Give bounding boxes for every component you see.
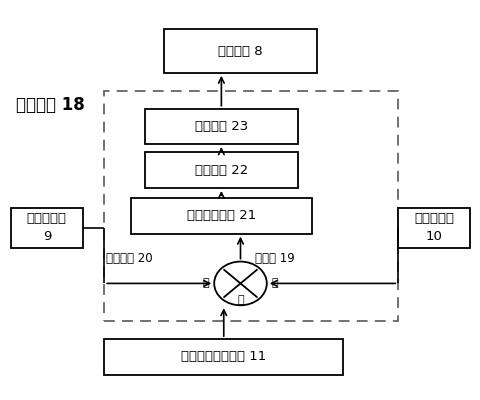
Text: 光电接收机
9: 光电接收机 9 <box>27 212 67 243</box>
Text: 比例放大电路 21: 比例放大电路 21 <box>186 209 255 222</box>
Text: 差分模块 18: 差分模块 18 <box>16 96 84 114</box>
Text: ＋: ＋ <box>237 295 243 305</box>
Bar <box>144 152 297 188</box>
Circle shape <box>214 262 266 305</box>
Bar <box>144 109 297 144</box>
Text: －: － <box>203 278 209 288</box>
Text: 差分电路 20: 差分电路 20 <box>106 252 152 265</box>
Bar <box>130 198 312 234</box>
Bar <box>164 29 316 73</box>
Text: 微分电路 23: 微分电路 23 <box>194 120 248 133</box>
Bar <box>104 91 397 321</box>
Text: 滤波电路 8: 滤波电路 8 <box>218 44 262 58</box>
Bar <box>104 339 343 375</box>
Text: 一次电流传感信号 11: 一次电流传感信号 11 <box>181 350 266 364</box>
Text: 积分电路 22: 积分电路 22 <box>194 164 248 177</box>
Bar <box>397 208 469 248</box>
Text: 除法器 19: 除法器 19 <box>254 252 294 265</box>
Text: 光电接收机
10: 光电接收机 10 <box>413 212 453 243</box>
Text: －: － <box>271 278 277 288</box>
Bar <box>11 208 83 248</box>
